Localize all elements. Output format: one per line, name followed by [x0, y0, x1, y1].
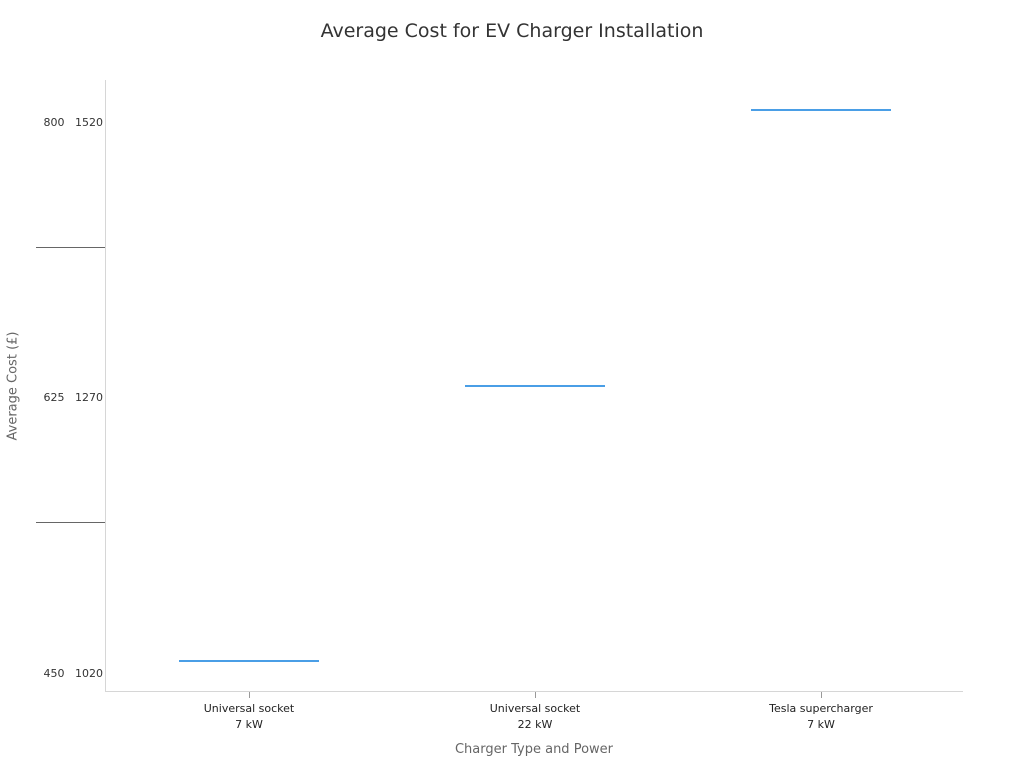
y-separator-line [36, 247, 105, 248]
x-tick-mark [249, 692, 250, 698]
y-tick-value-paired: 1520 [75, 116, 103, 129]
y-tick-value: 800 [43, 116, 65, 129]
x-tick-label-line2: 7 kW [235, 718, 263, 731]
data-line-tesla-7kw [751, 109, 891, 111]
y-separator-line [36, 522, 105, 523]
data-line-universal-7kw [179, 660, 319, 662]
y-tick-value-paired: 1270 [75, 391, 103, 404]
y-tick-value: 625 [43, 391, 65, 404]
x-tick-label-line1: Universal socket [203, 702, 295, 715]
y-axis-line [105, 80, 106, 692]
x-axis-title: Charger Type and Power [454, 742, 613, 757]
x-tick-label-line2: 7 kW [807, 718, 835, 731]
y-tick-label-625: 625 1270 [0, 378, 104, 417]
y-tick-value-paired: 1020 [75, 667, 103, 680]
y-tick-value: 450 [43, 667, 65, 680]
x-tick-label-line2: 22 kW [517, 718, 553, 731]
data-line-universal-22kw [465, 385, 605, 387]
x-tick-label-line1: Tesla supercharger [769, 702, 873, 715]
x-tick-label-line1: Universal socket [489, 702, 581, 715]
x-tick-mark [821, 692, 822, 698]
x-axis-line [105, 691, 963, 692]
x-tick-label-universal-22kw: Universal socket 22 kW [435, 701, 635, 733]
y-tick-label-450: 450 1020 [0, 654, 104, 693]
y-tick-label-800: 800 1520 [0, 103, 104, 142]
x-tick-mark [535, 692, 536, 698]
x-tick-label-universal-7kw: Universal socket 7 kW [149, 701, 349, 733]
x-tick-label-tesla-7kw: Tesla supercharger 7 kW [721, 701, 921, 733]
chart-title: Average Cost for EV Charger Installation [320, 20, 704, 42]
